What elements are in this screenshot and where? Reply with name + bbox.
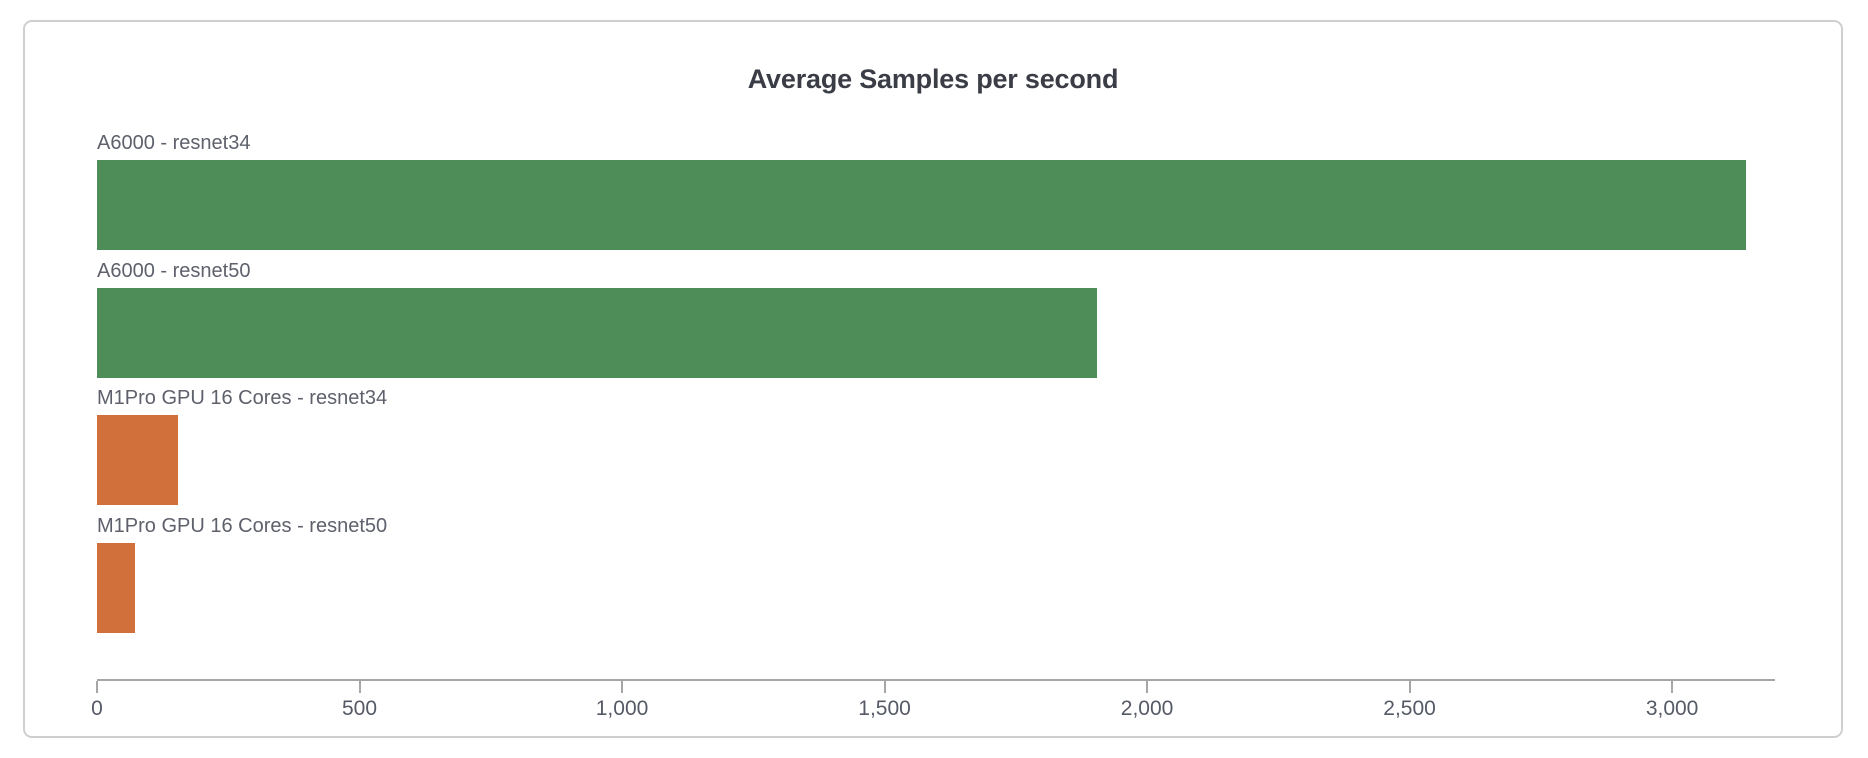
x-axis-tick-mark: [1408, 681, 1411, 693]
bar[interactable]: [97, 542, 135, 633]
bar-label: M1Pro GPU 16 Cores - resnet34: [97, 387, 388, 409]
bar-group: A6000 - resnet50: [97, 256, 1771, 378]
bar-label: M1Pro GPU 16 Cores - resnet50: [97, 514, 388, 537]
x-axis-tick-label: 1,000: [595, 697, 649, 720]
x-axis-tick-label: 0: [91, 697, 103, 720]
chart-card: Average Samples per second A6000 - resne…: [23, 20, 1843, 738]
x-axis-tick-label: 1,500: [858, 697, 911, 720]
x-axis-tick-label: 500: [341, 697, 378, 720]
x-axis-tick-mark: [358, 681, 361, 693]
bar[interactable]: [97, 415, 179, 505]
chart-title: Average Samples per second: [747, 64, 1119, 94]
x-axis-tick-mark: [96, 681, 98, 693]
x-axis-tick-mark: [1671, 681, 1674, 693]
x-axis-tick-mark: [621, 681, 624, 693]
bar-label: A6000 - resnet34: [97, 132, 251, 154]
bar-group: M1Pro GPU 16 Cores - resnet34: [97, 383, 1771, 505]
x-axis-tick-label: 3,000: [1645, 697, 1699, 720]
x-axis-tick-label: 2,000: [1120, 697, 1174, 720]
bar[interactable]: [97, 287, 1098, 378]
x-axis-tick-label: 2,500: [1383, 697, 1436, 720]
x-axis: 0 500 1,000 1,500 2,000 2,500 3,000: [91, 679, 1775, 741]
x-axis-tick-mark: [1146, 681, 1149, 693]
x-axis-tick-mark: [883, 681, 886, 693]
bar-label: A6000 - resnet50: [97, 259, 251, 282]
bar-group: A6000 - resnet34: [97, 128, 1771, 250]
plot-area: A6000 - resnet34 A6000 - resnet50 M1Pro GP…: [97, 128, 1771, 638]
bar[interactable]: [97, 160, 1746, 250]
bar-group: M1Pro GPU 16 Cores - resnet50: [97, 511, 1771, 633]
